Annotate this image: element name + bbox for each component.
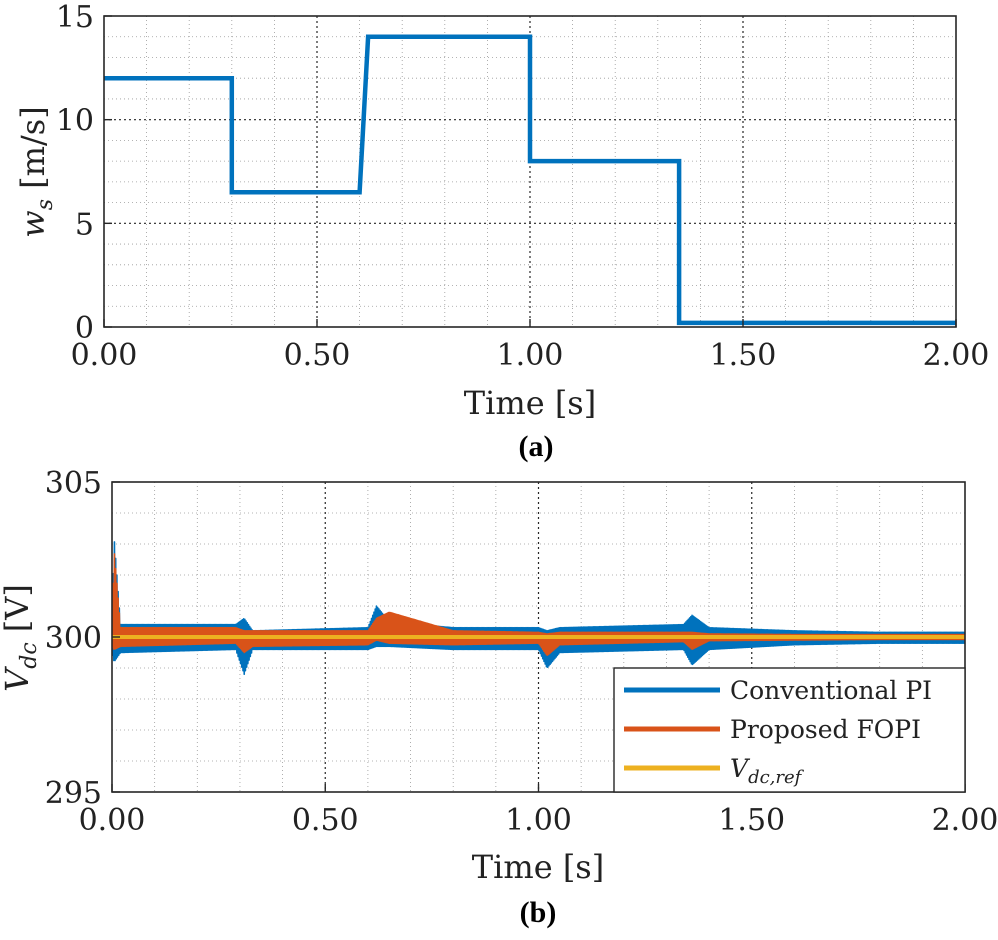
- panel-a-x-label: Time [s]: [464, 384, 596, 422]
- panel-a-y-ticks: 0 5 10 15: [56, 0, 112, 346]
- legend-label-proposed-fopi: Proposed FOPI: [730, 715, 921, 744]
- panel-b-x-ticks: 0.00 0.50 1.00 1.50 2.00: [79, 784, 998, 838]
- panel-b-y-ticks: 295 300 305: [45, 466, 120, 811]
- legend-label-vdc-ref: Vdc,ref: [730, 754, 805, 788]
- panel-a-y-label-sub: s: [33, 199, 58, 210]
- panel-b-x-tick-label: 1.00: [505, 803, 572, 838]
- panel-a-series-w-s: [104, 34, 956, 326]
- panel-b-y-label-base: V: [0, 666, 36, 692]
- panel-a-x-tick-label: 1.50: [710, 338, 777, 373]
- panel-a-caption: (a): [519, 430, 554, 463]
- panel-b-plot-area: [112, 541, 965, 675]
- panel-b-y-label-sub: dc: [17, 642, 42, 668]
- panel-a-y-tick-label: 0: [75, 311, 94, 346]
- panel-b-y-label-unit: [V]: [0, 584, 36, 642]
- panel-a-y-tick-label: 10: [56, 104, 94, 139]
- panel-b-series: [112, 541, 965, 675]
- panel-a-y-tick-label: 5: [75, 207, 94, 242]
- panel-b-y-tick-label: 305: [45, 466, 102, 501]
- panel-b-y-label: Vdc [V]: [0, 584, 42, 692]
- panel-b-x-tick-label: 0.50: [292, 803, 359, 838]
- panel-b-y-tick-label: 300: [45, 621, 102, 656]
- legend-label-vdc-ref-sub: dc,ref: [748, 767, 805, 788]
- panel-a-series: [104, 34, 956, 326]
- panel-b-x-tick-label: 1.50: [718, 803, 785, 838]
- panel-a-y-label-base: w: [14, 210, 52, 237]
- panel-b-y-tick-label: 295: [45, 776, 102, 811]
- panel-a-x-tick-label: 2.00: [923, 338, 990, 373]
- panel-a-y-label-unit: [m/s]: [14, 106, 52, 199]
- panel-a-y-tick-label: 15: [56, 0, 94, 35]
- legend-label-vdc-ref-base: V: [730, 754, 751, 783]
- panel-a-wind-speed: 0.00 0.50 1.00 1.50 2.00 0 5 10 15 Time [s] ws …: [14, 0, 989, 463]
- panel-b-x-tick-label: 2.00: [932, 803, 998, 838]
- panel-a-plot-area: [104, 34, 956, 326]
- panel-a-y-label: ws [m/s]: [14, 106, 58, 237]
- panel-b-series-proposed-fopi: [112, 553, 965, 656]
- panel-a-x-tick-label: 1.00: [497, 338, 564, 373]
- panel-a-x-tick-label: 0.00: [71, 338, 138, 373]
- panel-a-x-ticks: 0.00 0.50 1.00 1.50 2.00: [71, 319, 990, 373]
- panel-b-x-tick-label: 0.00: [79, 803, 146, 838]
- legend-label-conventional-pi: Conventional PI: [730, 676, 932, 705]
- panel-a-x-tick-label: 0.50: [284, 338, 351, 373]
- legend: Conventional PI Proposed FOPI Vdc,ref: [613, 667, 966, 793]
- panel-b-x-label: Time [s]: [472, 848, 604, 886]
- panel-b-caption: (b): [520, 896, 557, 929]
